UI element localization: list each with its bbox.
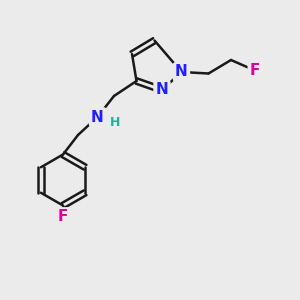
Text: F: F bbox=[250, 63, 260, 78]
Text: N: N bbox=[175, 64, 188, 80]
Text: H: H bbox=[110, 116, 121, 130]
Text: F: F bbox=[58, 209, 68, 224]
Text: N: N bbox=[91, 110, 104, 124]
Text: N: N bbox=[156, 82, 168, 98]
